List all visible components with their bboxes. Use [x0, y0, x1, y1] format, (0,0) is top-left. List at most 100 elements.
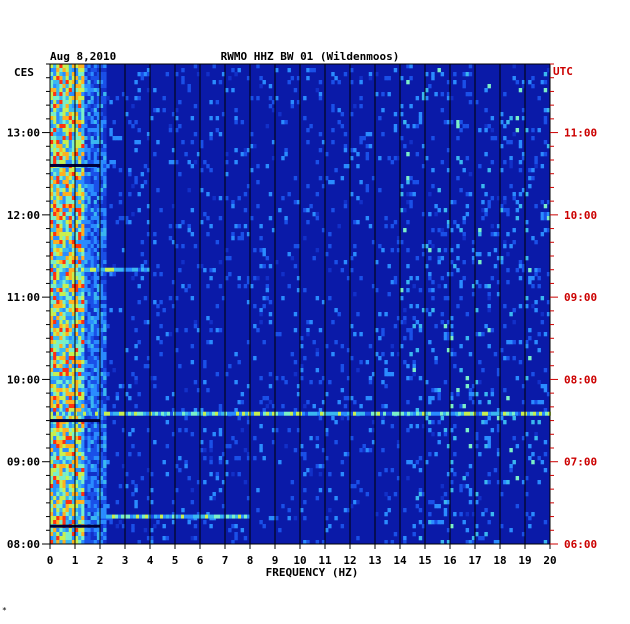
heatmap-cell	[65, 152, 70, 157]
heatmap-cell	[96, 144, 101, 149]
event-band-segment	[230, 411, 233, 416]
heatmap-cell	[281, 504, 285, 509]
heatmap-cell	[96, 372, 101, 377]
heatmap-cell	[87, 200, 91, 205]
heatmap-cell	[484, 392, 488, 397]
heatmap-cell	[50, 488, 54, 493]
heatmap-cell	[56, 272, 60, 277]
heatmap-cell	[50, 112, 54, 117]
heatmap-cell	[68, 364, 73, 369]
heatmap-cell	[237, 236, 241, 241]
heatmap-cell	[62, 348, 66, 353]
heatmap-cell	[50, 212, 54, 217]
heatmap-cell	[428, 452, 432, 457]
heatmap-cell	[81, 172, 85, 177]
heatmap-cell	[346, 508, 351, 513]
heatmap-cell	[121, 428, 126, 433]
heatmap-cell	[443, 508, 448, 513]
heatmap-cell	[78, 468, 82, 473]
event-band-segment	[131, 411, 134, 416]
heatmap-cell	[68, 112, 73, 117]
event-band-segment	[235, 514, 238, 519]
heatmap-cell	[75, 476, 79, 481]
heatmap-cell	[178, 172, 182, 177]
heatmap-cell	[300, 452, 304, 457]
heatmap-cell	[356, 152, 360, 157]
heatmap-cell	[403, 360, 407, 365]
heatmap-cell	[93, 204, 98, 209]
heatmap-cell	[78, 156, 82, 161]
heatmap-cell	[400, 320, 404, 325]
heatmap-cell	[100, 336, 104, 341]
heatmap-cell	[96, 152, 101, 157]
heatmap-cell	[100, 68, 104, 73]
heatmap-cell	[90, 100, 95, 105]
heatmap-cell	[90, 324, 95, 329]
heatmap-cell	[203, 448, 207, 453]
event-band-segment	[71, 411, 74, 416]
heatmap-cell	[243, 284, 248, 289]
heatmap-cell	[365, 188, 370, 193]
heatmap-cell	[50, 424, 54, 429]
heatmap-cell	[81, 152, 85, 157]
heatmap-cell	[306, 184, 310, 189]
heatmap-cell	[90, 400, 95, 405]
heatmap-cell	[225, 172, 229, 177]
heatmap-cell	[518, 168, 523, 173]
heatmap-cell	[68, 380, 73, 385]
heatmap-cell	[68, 248, 73, 253]
heatmap-cell	[87, 76, 91, 81]
heatmap-cell	[131, 124, 135, 129]
heatmap-cell	[87, 148, 91, 153]
heatmap-cell	[393, 156, 398, 161]
heatmap-cell	[65, 116, 70, 121]
heatmap-cell	[450, 324, 454, 329]
heatmap-cell	[56, 108, 60, 113]
heatmap-cell	[56, 472, 60, 477]
heatmap-cell	[528, 356, 532, 361]
heatmap-cell	[59, 356, 63, 361]
heatmap-cell	[71, 512, 76, 517]
heatmap-cell	[300, 344, 304, 349]
heatmap-cell	[487, 168, 491, 173]
heatmap-cell	[93, 236, 98, 241]
heatmap-cell	[446, 332, 451, 337]
heatmap-cell	[118, 200, 123, 205]
event-band-segment	[202, 514, 205, 519]
heatmap-cell	[206, 232, 210, 237]
heatmap-cell	[78, 392, 82, 397]
heatmap-cell	[178, 468, 182, 473]
heatmap-cell	[81, 520, 85, 525]
heatmap-cell	[96, 276, 101, 281]
heatmap-cell	[90, 492, 95, 497]
heatmap-cell	[103, 532, 107, 537]
heatmap-cell	[503, 480, 507, 485]
heatmap-cell	[50, 72, 54, 77]
heatmap-cell	[365, 492, 370, 497]
heatmap-cell	[100, 164, 104, 169]
heatmap-cell	[125, 472, 129, 477]
heatmap-cell	[59, 484, 63, 489]
heatmap-cell	[525, 220, 529, 225]
heatmap-cell	[475, 392, 479, 397]
heatmap-cell	[93, 144, 98, 149]
heatmap-cell	[209, 320, 213, 325]
heatmap-cell	[171, 304, 176, 309]
heatmap-cell	[84, 76, 88, 81]
heatmap-cell	[546, 216, 551, 221]
heatmap-cell	[128, 396, 132, 401]
heatmap-cell	[68, 472, 73, 477]
heatmap-cell	[384, 312, 388, 317]
heatmap-cell	[390, 372, 395, 377]
heatmap-cell	[90, 500, 95, 505]
heatmap-cell	[484, 152, 488, 157]
heatmap-cell	[231, 472, 235, 477]
heatmap-cell	[62, 308, 66, 313]
heatmap-cell	[78, 136, 82, 141]
heatmap-cell	[100, 404, 104, 409]
heatmap-cell	[103, 188, 107, 193]
heatmap-cell	[356, 500, 360, 505]
heatmap-cell	[350, 268, 354, 273]
heatmap-cell	[118, 192, 123, 197]
heatmap-cell	[50, 376, 54, 381]
